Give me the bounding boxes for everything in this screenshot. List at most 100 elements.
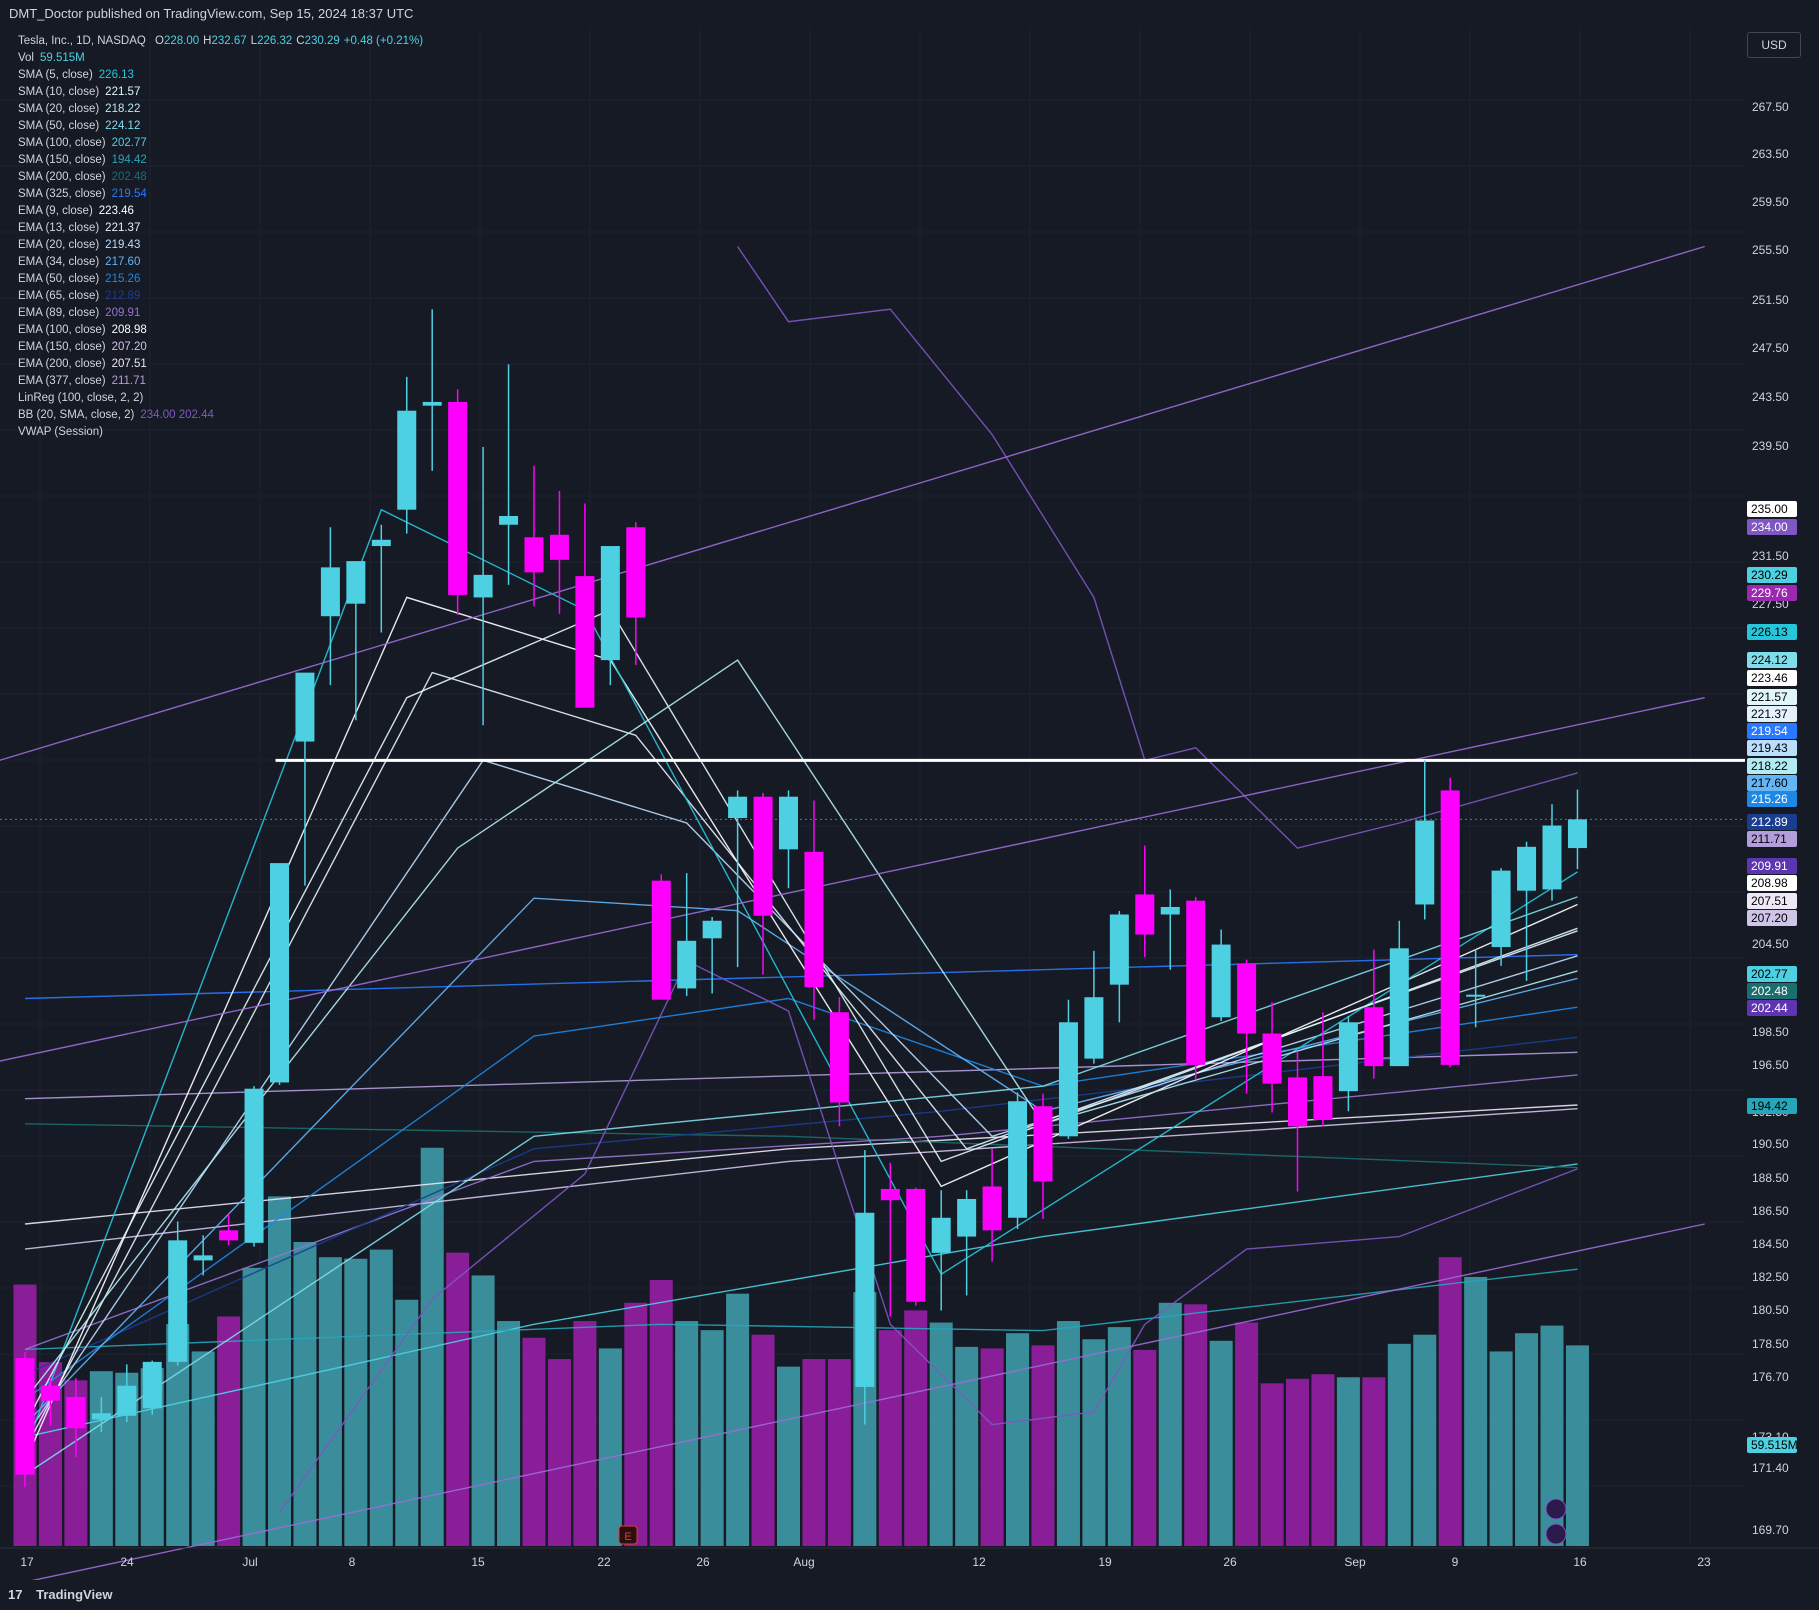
horizontal-level[interactable] xyxy=(0,758,1745,820)
candle xyxy=(600,546,620,686)
indicator-row[interactable]: EMA (377, close) 211.71 xyxy=(18,373,427,390)
indicator-line xyxy=(24,759,1578,1438)
price-badge-label: 211.71 xyxy=(1751,832,1787,846)
footer-brand: TradingView xyxy=(36,1587,113,1602)
candle xyxy=(219,1214,239,1246)
event-markers[interactable]: E xyxy=(618,1498,1567,1545)
candle-body xyxy=(1135,894,1155,935)
candle-body xyxy=(1567,819,1587,849)
indicator-row[interactable]: BB (20, SMA, close, 2) 234.00 202.44 xyxy=(18,407,427,424)
indicator-row[interactable]: SMA (100, close) 202.77 xyxy=(18,135,427,152)
indicator-value: 215.26 xyxy=(105,273,141,285)
time-axis[interactable]: 17 24 Jul 8 15 22 26 Aug 12 19 26 Sep 9 16 23 xyxy=(0,1547,1819,1569)
indicator-row[interactable]: VWAP (Session) xyxy=(18,424,427,441)
price-badge: 217.60 xyxy=(1747,775,1797,791)
candle-body xyxy=(1160,906,1180,915)
price-tick: 186.50 xyxy=(1752,1204,1789,1218)
candle xyxy=(880,1162,900,1317)
price-badge-label: 59.515M xyxy=(1751,1438,1798,1452)
indicator-row[interactable]: EMA (9, close) 223.46 xyxy=(18,203,427,220)
indicator-row[interactable]: SMA (150, close) 194.42 xyxy=(18,152,427,169)
indicator-row[interactable]: SMA (10, close) 221.57 xyxy=(18,84,427,101)
candle-body xyxy=(1288,1077,1307,1127)
price-tick: 198.50 xyxy=(1752,1025,1789,1039)
time-tick: Sep xyxy=(1344,1555,1366,1569)
price-badge-label: 194.42 xyxy=(1751,1099,1788,1113)
volume-bar xyxy=(1082,1339,1106,1546)
candle xyxy=(168,1221,188,1366)
price-badge: 211.71 xyxy=(1747,831,1797,847)
candle xyxy=(244,1086,264,1247)
price-badge-bg xyxy=(1747,758,1797,774)
price-tick: 196.50 xyxy=(1752,1058,1789,1072)
indicator-row[interactable]: SMA (20, close) 218.22 xyxy=(18,101,427,118)
indicator-name: LinReg (100, close, 2, 2) xyxy=(18,392,144,404)
indicator-row[interactable]: EMA (150, close) 207.20 xyxy=(18,339,427,356)
event-icon xyxy=(1545,1498,1567,1520)
candle-body xyxy=(422,401,442,406)
indicator-value: 59.515M xyxy=(40,52,85,64)
volume-bar xyxy=(242,1267,266,1546)
candle xyxy=(1466,949,1486,1028)
indicator-row[interactable]: EMA (50, close) 215.26 xyxy=(18,271,427,288)
candle-body xyxy=(524,537,544,573)
indicator-value: 221.57 xyxy=(105,86,141,98)
candle-body xyxy=(320,567,340,617)
indicator-row[interactable]: EMA (20, close) 219.43 xyxy=(18,237,427,254)
candle xyxy=(1491,868,1511,966)
volume-bar xyxy=(522,1337,546,1546)
time-tick: 26 xyxy=(696,1555,710,1569)
indicator-row[interactable]: EMA (100, close) 208.98 xyxy=(18,322,427,339)
candle xyxy=(1440,777,1460,1068)
ohlc-values: O228.00 H232.67 L226.32 C230.29 +0.48 (+0.21… xyxy=(155,35,427,47)
lightning-icon xyxy=(1545,1498,1567,1520)
indicator-value: 209.91 xyxy=(105,307,141,319)
price-axis[interactable]: 267.50 263.50 259.50 255.50 251.50 247.50 243.… xyxy=(1745,28,1819,1548)
price-badge-bg xyxy=(1747,652,1797,668)
indicator-row[interactable]: SMA (325, close) 219.54 xyxy=(18,186,427,203)
volume-bar xyxy=(904,1310,928,1546)
price-badge-bg xyxy=(1747,775,1797,791)
indicator-row[interactable]: SMA (50, close) 224.12 xyxy=(18,118,427,135)
candle xyxy=(1338,1016,1358,1112)
candle-body xyxy=(1389,948,1409,1067)
indicator-row[interactable]: EMA (13, close) 221.37 xyxy=(18,220,427,237)
indicator-value: 218.22 xyxy=(105,103,141,115)
price-tick: 184.50 xyxy=(1752,1237,1789,1251)
price-badge-bg xyxy=(1747,706,1797,722)
indicator-name: SMA (200, close) xyxy=(18,171,106,183)
volume-bar xyxy=(624,1302,648,1546)
indicator-line xyxy=(24,671,1578,1450)
candle xyxy=(1288,1051,1307,1192)
price-badge-bg xyxy=(1747,670,1797,686)
candle xyxy=(1084,950,1104,1064)
indicator-row[interactable]: LinReg (100, close, 2, 2) xyxy=(18,390,427,407)
volume-bar xyxy=(751,1334,775,1546)
candle-body xyxy=(1415,820,1435,905)
volume-bar xyxy=(1540,1325,1564,1546)
indicator-row[interactable]: SMA (5, close) 226.13 xyxy=(18,67,427,84)
candle xyxy=(575,503,595,708)
price-badge: 207.20 xyxy=(1747,910,1797,926)
indicator-name: EMA (20, close) xyxy=(18,239,100,251)
indicator-row[interactable]: EMA (89, close) 209.91 xyxy=(18,305,427,322)
volume-bar xyxy=(1184,1304,1208,1546)
candle-body xyxy=(906,1188,926,1302)
indicator-row[interactable]: SMA (200, close) 202.48 xyxy=(18,169,427,186)
publisher-text: DMT_Doctor published on TradingView.com,… xyxy=(9,6,414,21)
candle-body xyxy=(677,940,697,989)
candle xyxy=(1186,896,1206,1080)
candle xyxy=(193,1235,213,1276)
indicator-row[interactable]: Vol 59.515M xyxy=(18,50,427,67)
indicator-row[interactable]: EMA (65, close) 212.89 xyxy=(18,288,427,305)
indicator-row[interactable]: EMA (200, close) 207.51 xyxy=(18,356,427,373)
volume-bar xyxy=(1565,1345,1589,1546)
indicator-row[interactable]: EMA (34, close) 217.60 xyxy=(18,254,427,271)
price-badge: 202.48 xyxy=(1747,983,1797,999)
volume-bar xyxy=(217,1316,241,1546)
ohlc-value-4: +0.48 (+0.21%) xyxy=(343,35,424,47)
currency-button[interactable]: USD xyxy=(1747,32,1801,58)
candle-body xyxy=(1517,846,1537,891)
price-badge-label: 208.98 xyxy=(1751,876,1788,890)
